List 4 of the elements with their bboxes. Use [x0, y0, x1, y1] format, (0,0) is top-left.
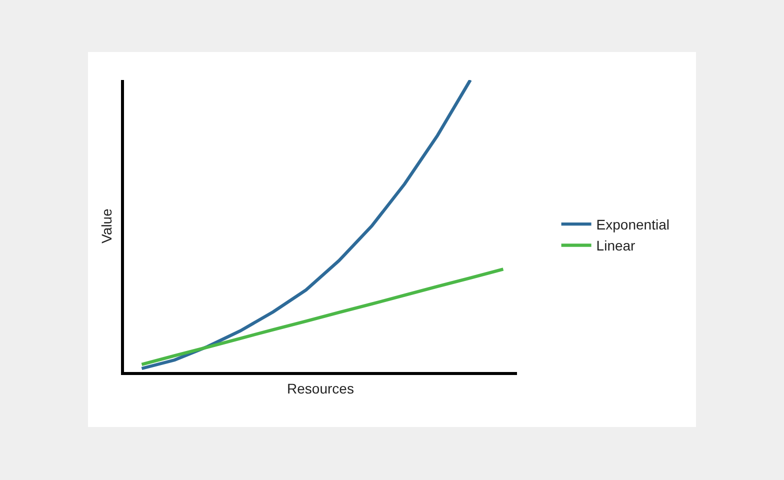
- y-axis-title: Value: [98, 208, 115, 244]
- x-axis-title: Resources: [287, 380, 354, 397]
- legend-label: Exponential: [596, 216, 670, 233]
- legend-label: Linear: [596, 238, 636, 254]
